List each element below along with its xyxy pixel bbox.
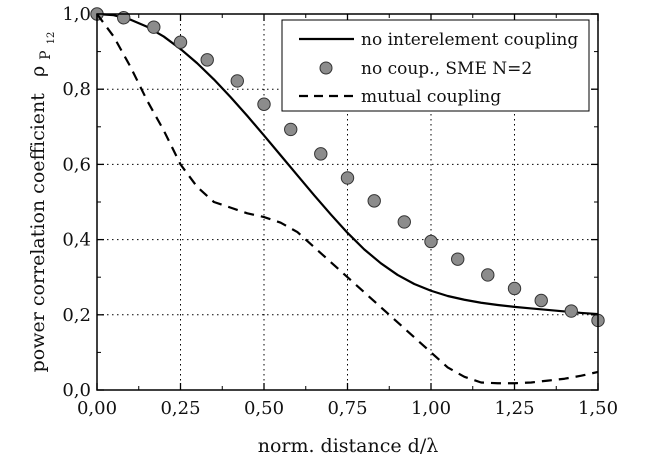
legend-label-no-interelement: no interelement coupling bbox=[361, 30, 578, 50]
y-tick-label: 0,4 bbox=[62, 230, 91, 251]
x-tick-label: 0,25 bbox=[160, 398, 200, 419]
series-no-coup-sme-point bbox=[147, 20, 161, 34]
y-tick-label: 1,0 bbox=[62, 4, 91, 25]
x-tick-label: 1,00 bbox=[411, 398, 451, 419]
x-tick-label: 0,75 bbox=[327, 398, 367, 419]
series-no-coup-sme-point bbox=[230, 74, 244, 88]
series-no-coup-sme-point bbox=[397, 215, 411, 229]
series-no-coup-sme-point bbox=[314, 147, 328, 161]
tick-labels: 0,00 0,25 0,50 0,75 1,00 1,25 1,50 0,0 0,2 0,4 0,6… bbox=[62, 4, 618, 419]
y-axis-symbol-sub: P bbox=[38, 50, 54, 59]
y-tick-label: 0,2 bbox=[62, 305, 91, 326]
y-axis-label-group: power correlation coefficient ρ P 12 bbox=[27, 32, 57, 373]
series-no-coup-sme-point bbox=[257, 97, 271, 111]
x-tick-label: 0,50 bbox=[244, 398, 284, 419]
series-no-interelement-coupling-line bbox=[96, 12, 599, 316]
legend-label-sme: no coup., SME N=2 bbox=[361, 59, 532, 79]
y-tick-label: 0,0 bbox=[62, 380, 91, 401]
series-no-coup-sme-point bbox=[340, 171, 355, 185]
x-tick-label: 1,50 bbox=[578, 398, 618, 419]
series-no-coup-sme-point bbox=[451, 252, 465, 266]
series-no-coup-sme-point bbox=[173, 35, 188, 49]
legend-marker-circle bbox=[319, 61, 333, 75]
series-no-coup-sme-point bbox=[564, 304, 578, 318]
series-no-coup-sme-point bbox=[424, 234, 438, 249]
y-axis-label-text: power correlation coefficient bbox=[27, 93, 49, 373]
y-axis-label: power correlation coefficient ρ P 12 bbox=[27, 32, 57, 373]
series-no-coup-sme-point bbox=[534, 293, 548, 308]
y-axis-symbol: ρ bbox=[27, 66, 49, 77]
series-no-coup-sme-point bbox=[284, 122, 298, 137]
series-no-coup-sme-point bbox=[507, 281, 522, 296]
legend: no interelement coupling no coup., SME N… bbox=[281, 19, 590, 112]
legend-label-mutual: mutual coupling bbox=[361, 87, 501, 107]
x-tick-label: 0,00 bbox=[77, 398, 117, 419]
y-tick-label: 0,8 bbox=[62, 79, 91, 100]
x-axis-label: norm. distance d/λ bbox=[258, 435, 439, 457]
series-no-coup-sme-point bbox=[367, 194, 381, 208]
x-tick-label: 1,25 bbox=[494, 398, 534, 419]
legend-box bbox=[281, 19, 590, 112]
y-tick-label: 0,6 bbox=[62, 154, 91, 175]
y-axis-symbol-subsub: 12 bbox=[46, 32, 57, 45]
series-no-coup-sme-point bbox=[200, 53, 214, 67]
series-no-coup-sme-point bbox=[481, 268, 495, 282]
